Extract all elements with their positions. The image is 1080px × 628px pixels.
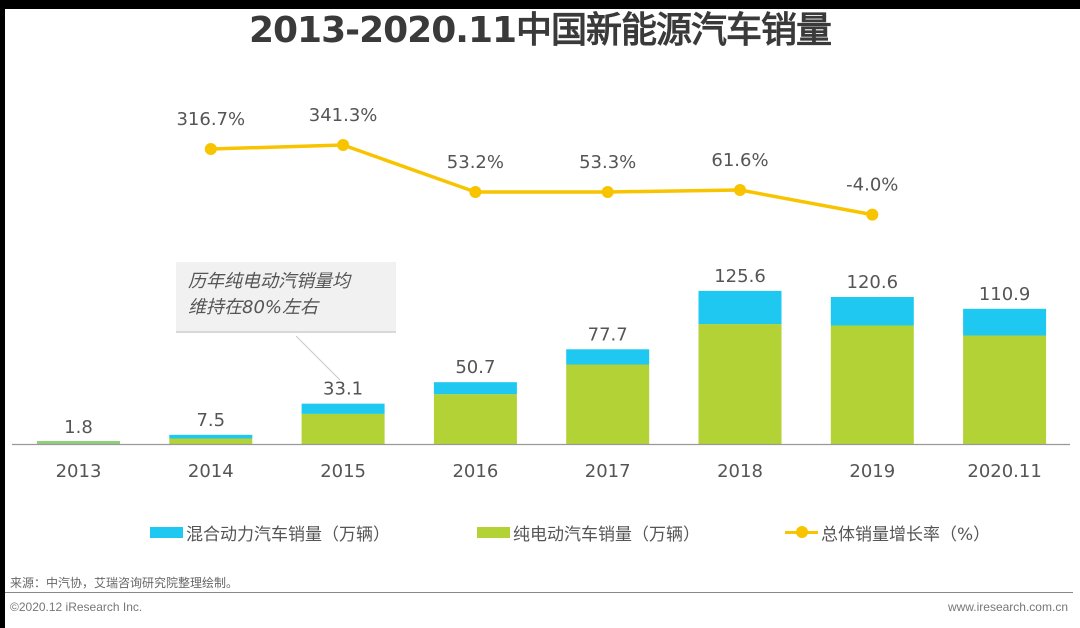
bar-hybrid-2015: [301, 403, 385, 414]
copyright: ©2020.12 iResearch Inc.: [10, 600, 143, 614]
bar-total-label: 77.7: [588, 324, 628, 345]
legend-swatch-ev: [477, 526, 510, 538]
x-tick-label: 2013: [56, 461, 102, 482]
legend-label-hybrid: 混合动力汽车销量（万辆）: [186, 524, 390, 545]
growth-rate-point: [204, 143, 217, 155]
bar-ev-2020.11: [963, 335, 1047, 444]
chart-title: 2013-2020.11中国新能源汽车销量: [248, 10, 832, 51]
bar-hybrid-2019: [830, 296, 914, 326]
bar-total-label: 50.7: [455, 357, 495, 378]
growth-rate-line: [210, 143, 873, 217]
callout-leader-line: [295, 335, 341, 381]
x-tick-label: 2014: [188, 461, 234, 482]
bar-total-label: 33.1: [323, 379, 363, 400]
bar-ev-2016: [433, 394, 517, 444]
legend-swatch-hybrid: [150, 526, 183, 538]
bar-ev-2017: [566, 364, 650, 444]
footer-divider: [5, 592, 1073, 593]
growth-rate-point: [337, 139, 350, 151]
bar-total-label: 1.8: [64, 417, 93, 438]
x-tick-label: 2018: [717, 461, 763, 482]
bar-total-label: 120.6: [847, 272, 899, 293]
x-tick-label: 2016: [452, 461, 498, 482]
growth-rate-point: [734, 184, 746, 196]
growth-rate-label: 316.7%: [176, 109, 245, 130]
legend-item-hybrid: 混合动力汽车销量（万辆）: [150, 520, 390, 545]
legend-label-growth: 总体销量增长率（%）: [821, 524, 991, 545]
x-tick-label: 2015: [320, 461, 366, 482]
bar-hybrid-2020.11: [963, 308, 1047, 336]
bar-ev-2014: [169, 438, 253, 444]
callout-annotation: 历年纯电动汽销量均 维持在80%左右: [176, 262, 396, 333]
bar-hybrid-2018: [698, 290, 782, 325]
growth-rate-label: 53.3%: [579, 152, 636, 173]
growth-rate-point: [866, 208, 879, 221]
website-link[interactable]: www.iresearch.com.cn: [947, 600, 1068, 614]
legend-label-ev: 纯电动汽车销量（万辆）: [513, 524, 700, 545]
bar-total-label: 7.5: [196, 410, 225, 431]
growth-rate-point: [601, 185, 614, 198]
x-tick-label: 2019: [849, 461, 895, 482]
bar-total-2013: [37, 441, 120, 444]
callout-line-2: 维持在80%左右: [188, 297, 319, 318]
bar-hybrid-2014: [169, 434, 253, 439]
growth-rate-point: [469, 186, 482, 198]
bar-ev-2018: [698, 324, 782, 444]
bar-ev-2015: [301, 413, 385, 444]
bar-ev-2019: [830, 325, 914, 444]
growth-rate-label: 341.3%: [309, 105, 378, 126]
source-note: 来源：中汽协，艾瑞咨询研究院整理绘制。: [10, 576, 239, 590]
x-tick-label: 2020.11: [967, 461, 1041, 482]
legend-marker-growth: [796, 525, 808, 538]
legend-item-ev: 纯电动汽车销量（万辆）: [477, 520, 700, 545]
legend-item-growth: 总体销量增长率（%）: [785, 520, 991, 545]
callout-line-1: 历年纯电动汽销量均: [188, 271, 350, 292]
legend-line-growth: [785, 525, 818, 538]
growth-rate-label: 53.2%: [447, 152, 504, 173]
bar-total-label: 125.6: [714, 266, 766, 287]
growth-rate-label: 61.6%: [711, 150, 768, 171]
bar-hybrid-2016: [433, 382, 517, 395]
bar-total-label: 110.9: [979, 284, 1031, 305]
x-tick-label: 2017: [585, 461, 631, 482]
bar-hybrid-2017: [566, 349, 650, 365]
growth-rate-label: -4.0%: [846, 175, 898, 196]
